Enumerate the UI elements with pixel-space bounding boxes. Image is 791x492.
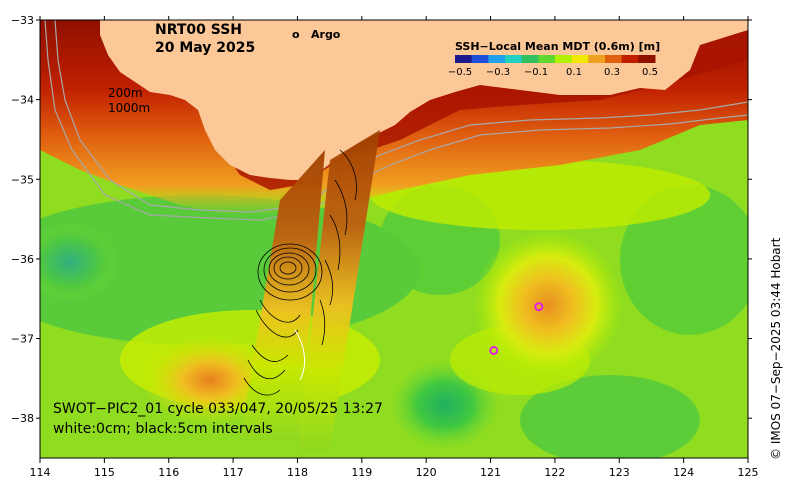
colorbar-tick-label: 0.5 [642, 67, 658, 78]
anomaly-warm-eddy-east [473, 230, 623, 380]
colorbar-tick-label: −0.1 [524, 67, 548, 78]
x-tick-label: 121 [480, 466, 501, 479]
swot-contour [247, 359, 286, 380]
anomaly-green-west [40, 222, 120, 302]
x-tick-label: 114 [30, 466, 51, 479]
x-tick-label: 119 [351, 466, 372, 479]
x-tick-label: 118 [287, 466, 308, 479]
swot-contour [319, 299, 326, 346]
y-tick-label: −36 [11, 253, 34, 266]
colorbar-tick-label: −0.5 [448, 67, 472, 78]
colorbar-tick-label: 0.3 [604, 67, 620, 78]
x-tick-label: 123 [609, 466, 630, 479]
swot-contours [243, 149, 357, 396]
y-axis: −33 −34 −35 −36 −37 −38 [11, 14, 752, 425]
swot-contour [279, 261, 297, 275]
y-tick-label: −38 [11, 412, 34, 425]
anomaly-green-south [520, 375, 700, 458]
x-tick-label: 115 [94, 466, 115, 479]
swot-contour [243, 377, 281, 396]
colorbar-swatch [505, 55, 523, 63]
colorbar-swatch [521, 55, 539, 63]
colorbar-swatch [538, 55, 556, 63]
colorbar-ticks: −0.5 −0.3 −0.1 0.1 0.3 0.5 [448, 67, 658, 78]
swot-caption-pass: SWOT−PIC2_01 cycle 033/047, 20/05/25 13:… [53, 401, 383, 417]
swot-contour [324, 259, 334, 306]
swot-contour [339, 149, 357, 201]
colorbar-swatch [488, 55, 506, 63]
x-tick-label: 116 [158, 466, 179, 479]
swot-contour [251, 344, 289, 362]
colorbar-tick-label: 0.1 [566, 67, 582, 78]
colorbar-swatch [571, 55, 589, 63]
imos-credit: © IMOS 07−Sep−2025 03:44 Hobart [769, 237, 783, 460]
swot-contour [257, 243, 323, 301]
y-tick-label: −34 [11, 94, 34, 107]
colorbar-swatch [555, 55, 573, 63]
map-title-date: 20 May 2025 [155, 40, 255, 56]
swot-swath-east [298, 130, 380, 450]
swot-zero-contour [294, 329, 306, 381]
argo-floats [489, 302, 544, 355]
plot-frame [39, 19, 749, 459]
colorbar-swatches [455, 55, 656, 63]
argo-legend-label: Argo [311, 28, 341, 41]
colorbar-swatch [621, 55, 639, 63]
colorbar-tick-label: −0.3 [486, 67, 510, 78]
swot-contour [255, 309, 299, 338]
swot-swaths [240, 130, 380, 450]
swot-contour [273, 256, 303, 280]
colorbar-swatch [638, 55, 656, 63]
colorbar-swatch [455, 55, 473, 63]
y-tick-label: −35 [11, 173, 34, 186]
colorbar: SSH−Local Mean MDT (0.6m) [m] −0.5 −0.3 −0… [448, 40, 660, 78]
isobath-label-200m: 200m [108, 86, 143, 100]
y-tick-label: −37 [11, 333, 34, 346]
x-tick-label: 125 [738, 466, 759, 479]
colorbar-swatch [588, 55, 606, 63]
swot-caption-contours: white:0cm; black:5cm intervals [53, 421, 273, 437]
anomaly-warm-eddy-southwest [140, 335, 280, 425]
swot-contour [263, 247, 317, 293]
argo-legend-marker: o [292, 28, 300, 41]
x-tick-label: 122 [544, 466, 565, 479]
swot-contour [329, 214, 341, 271]
swot-contour [268, 252, 310, 286]
colorbar-swatch [471, 55, 489, 63]
anomaly-green-east [620, 185, 748, 335]
argo-float-marker [489, 345, 499, 355]
x-axis: 114 115 116 117 118 119 120 121 122 123 124 125 [30, 16, 759, 479]
colorbar-swatch [605, 55, 623, 63]
argo-float-marker [534, 302, 544, 312]
y-tick-label: −33 [11, 14, 34, 27]
colorbar-title: SSH−Local Mean MDT (0.6m) [m] [455, 40, 660, 53]
swot-contour [334, 179, 348, 236]
x-tick-label: 124 [673, 466, 694, 479]
isobath-label-1000m: 1000m [108, 101, 150, 115]
map-title-product: NRT00 SSH [155, 22, 242, 38]
x-tick-label: 120 [416, 466, 437, 479]
x-tick-label: 117 [223, 466, 244, 479]
swot-contour [259, 299, 301, 323]
